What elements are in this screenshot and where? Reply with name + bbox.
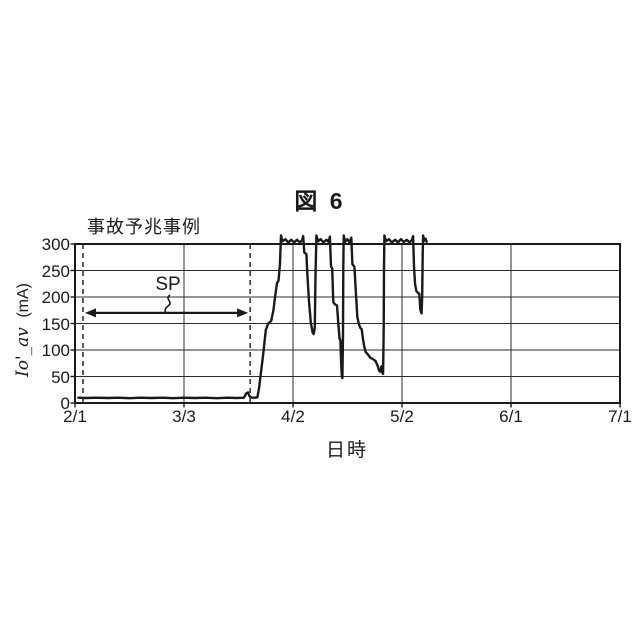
y-tick-label: 50 [51,367,70,387]
x-tick-label: 5/2 [390,407,414,426]
y-tick-label: 200 [41,288,70,307]
x-tick-label: 3/3 [172,407,196,426]
y-tick-label: 100 [41,341,70,360]
figure-title: 図 6 [294,188,346,214]
sp-arrowhead-left [84,308,96,318]
annotation-heading: 事故予兆事例 [87,217,201,237]
x-axis-title: 日時 [325,440,368,461]
y-tick-label: 0 [60,394,70,413]
y-tick-label: 150 [41,314,70,334]
x-tick-label: 7/1 [608,407,632,426]
sp-leader-squiggle [164,294,171,315]
x-tick-label: 2/1 [63,407,87,426]
sp-arrowhead-right [237,308,249,318]
sp-label: SP [155,274,181,295]
y-tick-label: 250 [41,261,70,281]
plot-border [74,243,621,404]
x-tick-label: 6/1 [499,407,523,426]
data-line [77,234,428,400]
x-tick-label: 4/2 [281,407,305,426]
y-tick-label: 300 [41,235,70,254]
